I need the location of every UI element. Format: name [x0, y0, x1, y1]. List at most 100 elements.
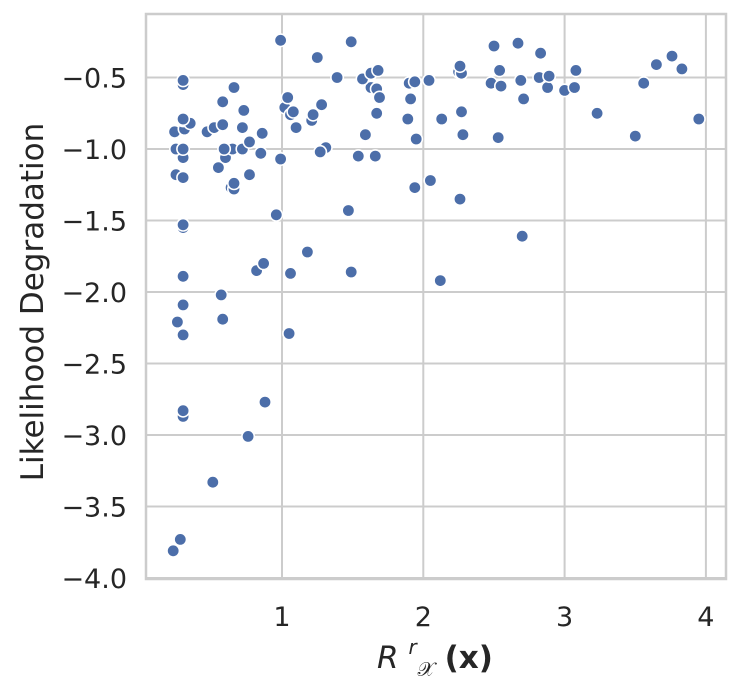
data-point [628, 129, 643, 144]
data-point [253, 146, 268, 161]
x-tick-label: 1 [273, 602, 290, 633]
x-axis-label-arg: (x) [445, 640, 493, 676]
data-point [540, 80, 555, 95]
data-point [664, 49, 679, 64]
data-point [493, 79, 508, 94]
data-point [452, 192, 467, 207]
tick-labels: 1 2 3 4 −4.0 −3.5 −3.0 −2.5 −2.0 −1.5 −1.0 −0.5 [61, 64, 714, 634]
data-point [433, 273, 448, 288]
y-tick-label: −2.5 [61, 350, 127, 381]
data-point [227, 176, 242, 191]
data-point [590, 106, 605, 121]
data-point [533, 46, 548, 61]
data-point [330, 70, 345, 85]
data-point [313, 144, 328, 159]
data-point [170, 314, 185, 329]
data-point [515, 229, 530, 244]
data-point [344, 34, 359, 49]
grid-lines [146, 14, 726, 579]
data-point [215, 94, 230, 109]
data-point [371, 63, 386, 78]
data-point [242, 167, 257, 182]
data-point [351, 149, 366, 164]
y-tick-label: −4.0 [61, 564, 127, 595]
data-point [176, 112, 191, 127]
x-tick-label: 2 [415, 602, 432, 633]
data-point [211, 160, 226, 175]
y-tick-label: −3.0 [61, 421, 127, 452]
y-tick-label: −3.5 [61, 493, 127, 524]
data-point [176, 403, 191, 418]
data-point [176, 170, 191, 185]
x-axis-label: R r 𝒳 (x) [377, 626, 493, 684]
data-point [227, 80, 242, 95]
data-point [176, 142, 191, 157]
data-point [176, 73, 191, 88]
y-tick-label: −2.0 [61, 278, 127, 309]
data-point [282, 326, 297, 341]
data-point [173, 532, 188, 547]
data-point [257, 395, 272, 410]
data-point [403, 91, 418, 106]
data-point [310, 50, 325, 65]
data-point [452, 59, 467, 74]
data-point [176, 297, 191, 312]
data-point [491, 130, 506, 145]
data-point [273, 33, 288, 48]
data-point [205, 475, 220, 490]
data-point [455, 127, 470, 142]
data-point [454, 104, 469, 119]
data-point [400, 112, 415, 127]
data-point [256, 256, 271, 271]
data-point [215, 312, 230, 327]
data-point [283, 266, 298, 281]
data-points [166, 33, 706, 558]
data-point [513, 73, 528, 88]
data-point [421, 73, 436, 88]
data-point [306, 107, 321, 122]
data-point [510, 36, 525, 51]
plot-frame [144, 12, 728, 581]
data-point [236, 103, 251, 118]
data-point [300, 245, 315, 260]
data-point [674, 61, 689, 76]
y-tick-label: −1.0 [61, 135, 127, 166]
x-tick-label: 3 [556, 602, 573, 633]
y-axis-label: Likelihood Degradation [15, 123, 51, 482]
data-point [341, 203, 356, 218]
x-axis-label-base: R [377, 640, 399, 676]
data-point [407, 74, 422, 89]
y-tick-label: −0.5 [61, 64, 127, 95]
data-point [215, 117, 230, 132]
data-point [409, 132, 424, 147]
data-point [314, 97, 329, 112]
data-point [423, 173, 438, 188]
data-point [280, 90, 295, 105]
data-point [407, 180, 422, 195]
data-point [241, 429, 256, 444]
data-point [286, 104, 301, 119]
y-tick-label: −1.5 [61, 207, 127, 238]
data-point [344, 264, 359, 279]
data-point [372, 90, 387, 105]
data-point [235, 120, 250, 135]
data-point [289, 120, 304, 135]
data-point [568, 63, 583, 78]
data-point [269, 207, 284, 222]
data-point [369, 106, 384, 121]
data-point [516, 91, 531, 106]
x-axis-label-sup: r [408, 635, 418, 659]
data-point [368, 149, 383, 164]
data-point [567, 80, 582, 95]
data-point [255, 126, 270, 141]
data-point [176, 269, 191, 284]
data-point [166, 543, 181, 558]
data-point [486, 38, 501, 53]
data-point [691, 112, 706, 127]
data-point [492, 63, 507, 78]
data-point [636, 76, 651, 91]
data-point [242, 134, 257, 149]
data-point [542, 69, 557, 84]
x-tick-label: 4 [697, 602, 714, 633]
